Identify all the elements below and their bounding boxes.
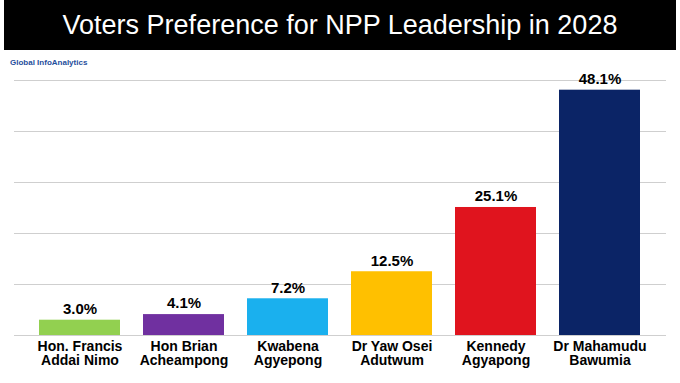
svg-text:25.1%: 25.1% (475, 187, 518, 204)
html-text:Voters Preference for NPP Lead: Voters Preference for NPP Leadership in … (62, 10, 618, 40)
svg-text:48.1%: 48.1% (579, 70, 622, 87)
svg-text:12.5%: 12.5% (371, 252, 414, 269)
svg-text:4.1%: 4.1% (167, 294, 201, 311)
svg-text:KwabenaAgyepong: KwabenaAgyepong (254, 338, 322, 368)
html-text:Global InfoAnalytics: Global InfoAnalytics (10, 58, 88, 67)
svg-text:Hon. FrancisAddai Nimo: Hon. FrancisAddai Nimo (38, 338, 123, 368)
svg-text:KennedyAgyapong: KennedyAgyapong (462, 338, 530, 368)
svg-text:7.2%: 7.2% (271, 279, 305, 296)
svg-text:Dr Yaw OseiAdutwum: Dr Yaw OseiAdutwum (352, 338, 433, 368)
svg-text:Dr MahamuduBawumia: Dr MahamuduBawumia (553, 338, 646, 368)
svg-text:3.0%: 3.0% (63, 300, 97, 317)
svg-text:Hon BrianAcheampong: Hon BrianAcheampong (140, 338, 229, 368)
